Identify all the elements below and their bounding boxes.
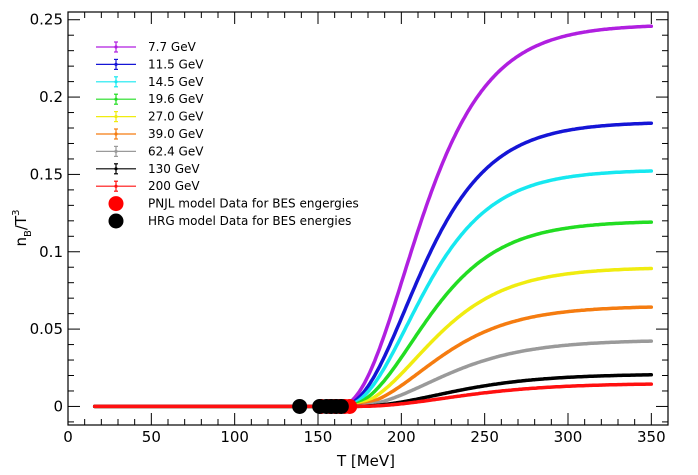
legend-label: 200 GeV: [148, 179, 200, 193]
legend-swatch-dot: [114, 80, 118, 84]
y-axis-title-sep: /T: [12, 215, 30, 230]
legend-label: PNJL model Data for BES engergies: [148, 197, 359, 211]
y-tick-label: 0.05: [30, 320, 63, 338]
legend-swatch-dot: [114, 97, 118, 101]
legend-swatch-dot: [114, 45, 118, 49]
legend-label: 14.5 GeV: [148, 75, 204, 89]
y-tick-label: 0.25: [30, 11, 63, 29]
x-tick-label: 150: [304, 428, 333, 446]
legend-swatch-dot: [114, 62, 118, 66]
y-axis-title-sup: 3: [11, 210, 22, 216]
series-line: [92, 382, 654, 409]
x-tick-label: 350: [637, 428, 666, 446]
y-tick-label: 0: [53, 397, 63, 415]
x-tick-label: 100: [220, 428, 249, 446]
legend-label: 11.5 GeV: [148, 57, 204, 71]
markers: [292, 398, 358, 414]
y-axis-title-sub: B: [23, 230, 34, 237]
legend-swatch-dot: [114, 132, 118, 136]
legend-label: 130 GeV: [148, 162, 200, 176]
x-tick-label: 50: [142, 428, 161, 446]
x-tick-label: 250: [470, 428, 499, 446]
x-tick-label: 200: [387, 428, 416, 446]
x-axis-title: T [MeV]: [336, 452, 395, 470]
data-marker: [333, 398, 349, 414]
x-tick-label: 300: [554, 428, 583, 446]
curves: [92, 24, 654, 409]
legend-label: 39.0 GeV: [148, 127, 204, 141]
y-tick-label: 0.2: [39, 88, 63, 106]
legend-marker: [108, 196, 124, 212]
legend-marker: [108, 213, 124, 229]
y-axis-title-base: n: [12, 237, 30, 247]
legend-label: 19.6 GeV: [148, 92, 204, 106]
legend-label: 62.4 GeV: [148, 144, 204, 158]
legend-label: HRG model Data for BES energies: [148, 214, 351, 228]
data-marker: [292, 398, 308, 414]
legend-swatch-dot: [114, 184, 118, 188]
legend-swatch-dot: [114, 167, 118, 171]
y-tick-label: 0.1: [39, 243, 63, 261]
legend-label: 27.0 GeV: [148, 110, 204, 124]
legend-swatch-dot: [114, 149, 118, 153]
y-axis-title: nB/T3: [11, 210, 34, 247]
y-tick-label: 0.15: [30, 165, 63, 183]
legend: 7.7 GeV 11.5 GeV 14.5 GeV 19.6 GeV 27.0 GeV 3…: [96, 40, 359, 229]
ticks: 0 50 100 150 200 250 300 350 0 0.05 0.1 0.15 0.2 0.25: [30, 11, 669, 446]
x-tick-label: 0: [63, 428, 73, 446]
legend-swatch-dot: [114, 115, 118, 119]
legend-label: 7.7 GeV: [148, 40, 197, 54]
